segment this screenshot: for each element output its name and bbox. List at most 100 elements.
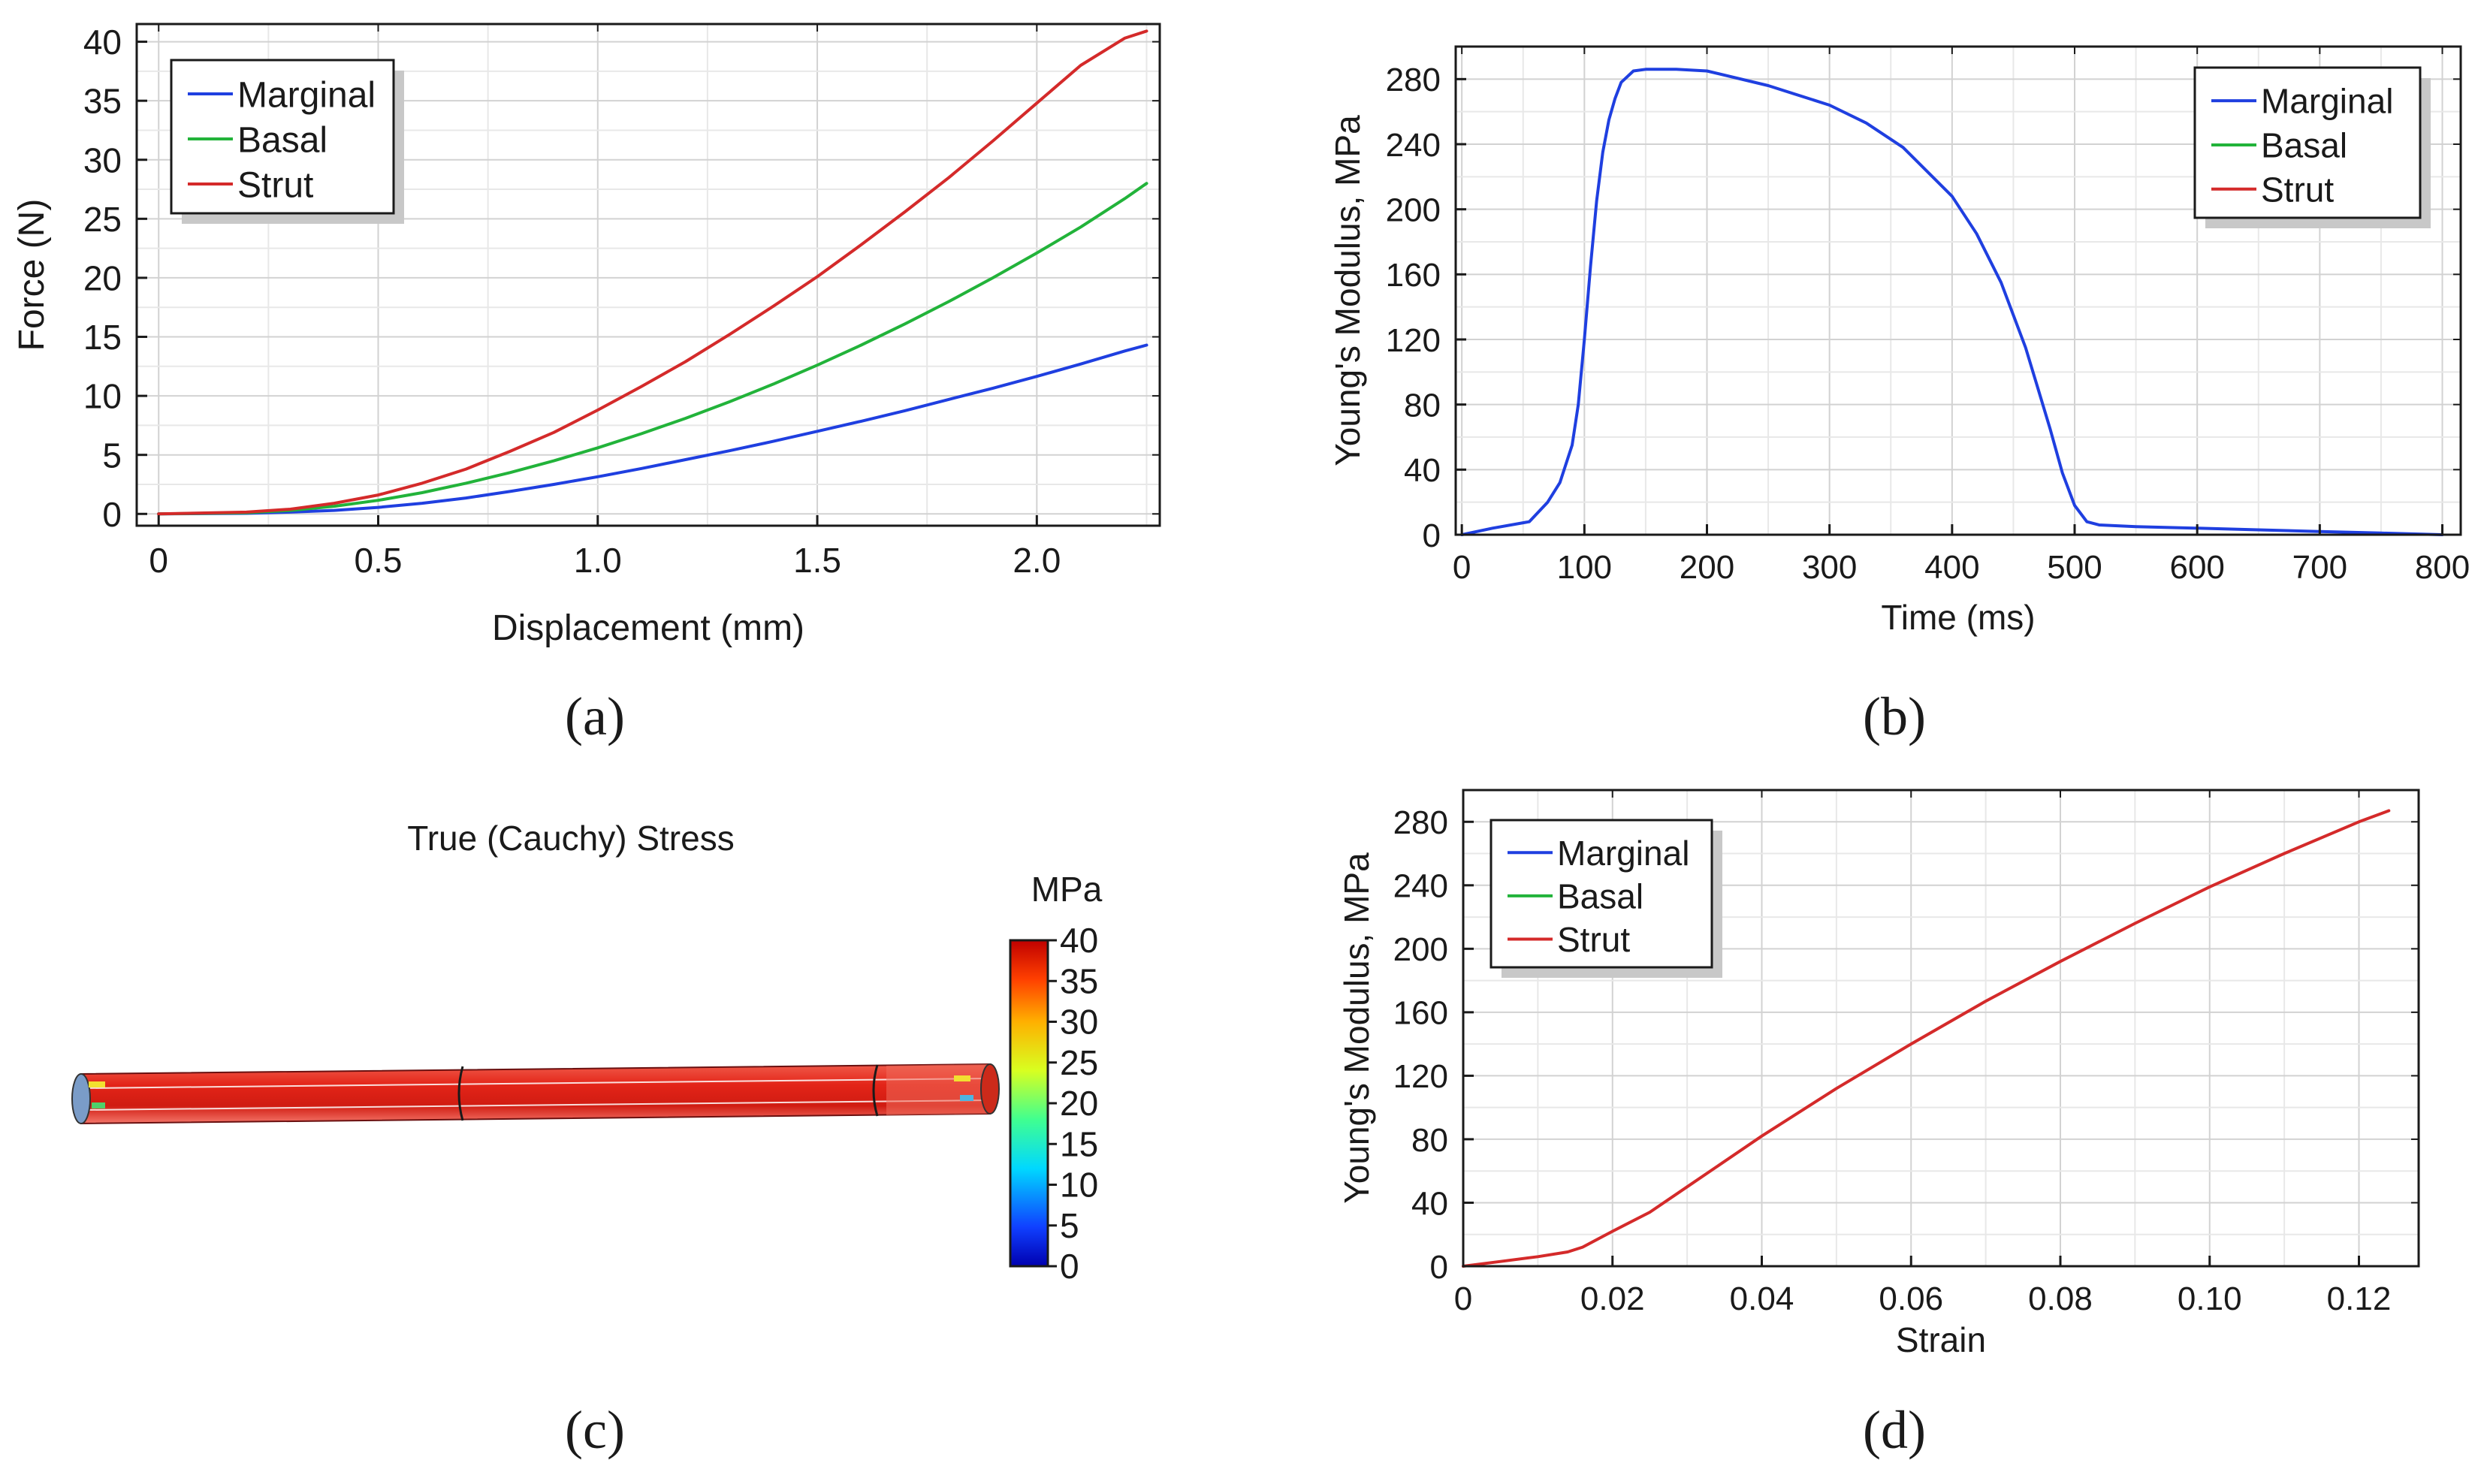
- colorbar-tick-label: 5: [1060, 1206, 1079, 1245]
- x-tick-label: 1.0: [574, 541, 622, 580]
- legend-b: Marginal Basal Strut: [2193, 66, 2431, 228]
- legend-box: [170, 59, 395, 215]
- colorbar: [1009, 939, 1049, 1268]
- colorbar-tick-label: 35: [1060, 961, 1098, 1000]
- legend-label-basal: Basal: [2261, 126, 2347, 165]
- legend-label-marginal: Marginal: [2261, 82, 2393, 121]
- x-tick-label: 200: [1680, 549, 1734, 586]
- x-tick-label: 0.10: [2178, 1280, 2242, 1317]
- y-axis-label: Young's Modulus, MPa: [1328, 115, 1367, 466]
- gridlines-a: [137, 24, 1160, 526]
- plot-frame-d: [1462, 789, 2420, 1268]
- y-tick-label: 10: [83, 377, 122, 416]
- y-tick-label: 200: [1393, 931, 1448, 968]
- legend-label-basal: Basal: [1557, 876, 1643, 915]
- x-tick-label: 100: [1557, 549, 1612, 586]
- legend-box: [2193, 66, 2422, 219]
- colorbar-tick-label: 25: [1060, 1043, 1098, 1082]
- x-tick-label: 0.12: [2327, 1280, 2392, 1317]
- plot-frame-b: [1454, 45, 2462, 536]
- legend-box: [1489, 819, 1713, 969]
- chart-a: 0 0.5 1.0 1.5 2.0 0 5 10 15 20 25 30 35 40 Displacemen…: [12, 23, 1161, 648]
- panel-label-d: (d): [1863, 1400, 1926, 1460]
- x-tick-label: 300: [1802, 549, 1857, 586]
- legend-label-strut: Strut: [237, 165, 313, 205]
- y-tick-label: 30: [83, 140, 122, 179]
- x-axis-label: Displacement (mm): [492, 608, 804, 648]
- x-tick-label: 500: [2047, 549, 2102, 586]
- panel-label-b: (b): [1863, 686, 1926, 747]
- colorbar-unit-label: MPa: [1031, 870, 1103, 909]
- y-tick-label: 35: [83, 82, 122, 121]
- y-tick-label: 0: [1430, 1249, 1448, 1286]
- x-tick-label: 800: [2415, 549, 2470, 586]
- y-tick-label: 240: [1393, 868, 1448, 905]
- stent-strut-render: [71, 1063, 1000, 1125]
- y-tick-label: 200: [1386, 192, 1441, 229]
- x-axis-label: Strain: [1896, 1320, 1986, 1359]
- y-tick-label: 120: [1386, 322, 1441, 359]
- x-tick-label: 400: [1924, 549, 1979, 586]
- y-tick-label: 160: [1393, 995, 1448, 1032]
- x-tick-label: 700: [2292, 549, 2347, 586]
- chart-b: 0 100 200 300 400 500 600 700 800 0 40 80 120 160 200 2…: [1328, 45, 2470, 637]
- y-tick-label: 40: [1411, 1185, 1448, 1222]
- legend-label-marginal: Marginal: [1557, 834, 1689, 873]
- x-tick-label: 0: [1454, 1280, 1472, 1317]
- x-tick-label: 0.04: [1730, 1280, 1794, 1317]
- y-tick-label: 20: [83, 258, 122, 297]
- series-line-marginal: [1460, 68, 2444, 536]
- y-tick-label: 25: [83, 200, 122, 239]
- colorbar-tick-label: 15: [1060, 1124, 1098, 1163]
- panel-c-title: True (Cauchy) Stress: [407, 819, 734, 858]
- y-tick-label: 40: [83, 23, 122, 62]
- chart-d: 0 0.02 0.04 0.06 0.08 0.10 0.12 0 40 80 120 160 200 2…: [1337, 789, 2420, 1359]
- legend-label-strut: Strut: [1557, 920, 1630, 959]
- y-tick-label: 120: [1393, 1058, 1448, 1095]
- y-tick-label: 80: [1404, 388, 1441, 424]
- x-tick-label: 0.5: [355, 541, 403, 580]
- plot-frame-a: [135, 23, 1161, 527]
- x-tick-label: 0.08: [2028, 1280, 2093, 1317]
- panel-label-c: (c): [565, 1400, 625, 1460]
- y-axis-label: Force (N): [12, 199, 52, 351]
- y-tick-label: 80: [1411, 1122, 1448, 1159]
- y-tick-label: 0: [102, 495, 122, 534]
- series-line-basal: [157, 182, 1148, 516]
- x-tick-label: 2.0: [1013, 541, 1061, 580]
- panel-c: True (Cauchy) Stress MPa 051015202530354…: [71, 819, 1103, 1286]
- series-line-strut: [157, 29, 1148, 516]
- colorbar-tick-label: 30: [1060, 1003, 1098, 1042]
- legend-label-basal: Basal: [237, 120, 327, 160]
- charts-layer: 0 0.5 1.0 1.5 2.00510152025303540Displacemen…: [12, 23, 2470, 1359]
- y-axis-label: Young's Modulus, MPa: [1337, 852, 1376, 1204]
- y-tick-label: 280: [1386, 62, 1441, 98]
- legend-label-strut: Strut: [2261, 170, 2334, 209]
- y-tick-label: 40: [1404, 452, 1441, 489]
- series-line-strut: [1462, 809, 2391, 1268]
- colorbar-tick-label: 10: [1060, 1166, 1098, 1205]
- colorbar-tick-label: 20: [1060, 1084, 1098, 1123]
- x-tick-label: 0.06: [1879, 1280, 1943, 1317]
- x-tick-label: 0: [1453, 549, 1471, 586]
- y-tick-label: 0: [1423, 517, 1441, 554]
- x-axis-label: Time (ms): [1881, 598, 2035, 637]
- x-tick-label: 0: [149, 541, 168, 580]
- legend-label-marginal: Marginal: [237, 75, 376, 115]
- colorbar-tick-label: 40: [1060, 921, 1098, 960]
- x-tick-label: 0.02: [1580, 1280, 1645, 1317]
- y-tick-label: 160: [1386, 257, 1441, 294]
- y-tick-label: 280: [1393, 804, 1448, 841]
- x-tick-label: 1.5: [793, 541, 841, 580]
- series-line-marginal: [157, 343, 1148, 516]
- y-tick-label: 15: [83, 318, 122, 357]
- legend-a: Marginal Basal Strut: [170, 59, 404, 224]
- y-tick-label: 5: [102, 436, 122, 475]
- y-tick-label: 240: [1386, 127, 1441, 164]
- colorbar-tick-label: 0: [1060, 1247, 1079, 1286]
- gridlines-b: [1456, 46, 2461, 535]
- panel-label-a: (a): [565, 686, 625, 747]
